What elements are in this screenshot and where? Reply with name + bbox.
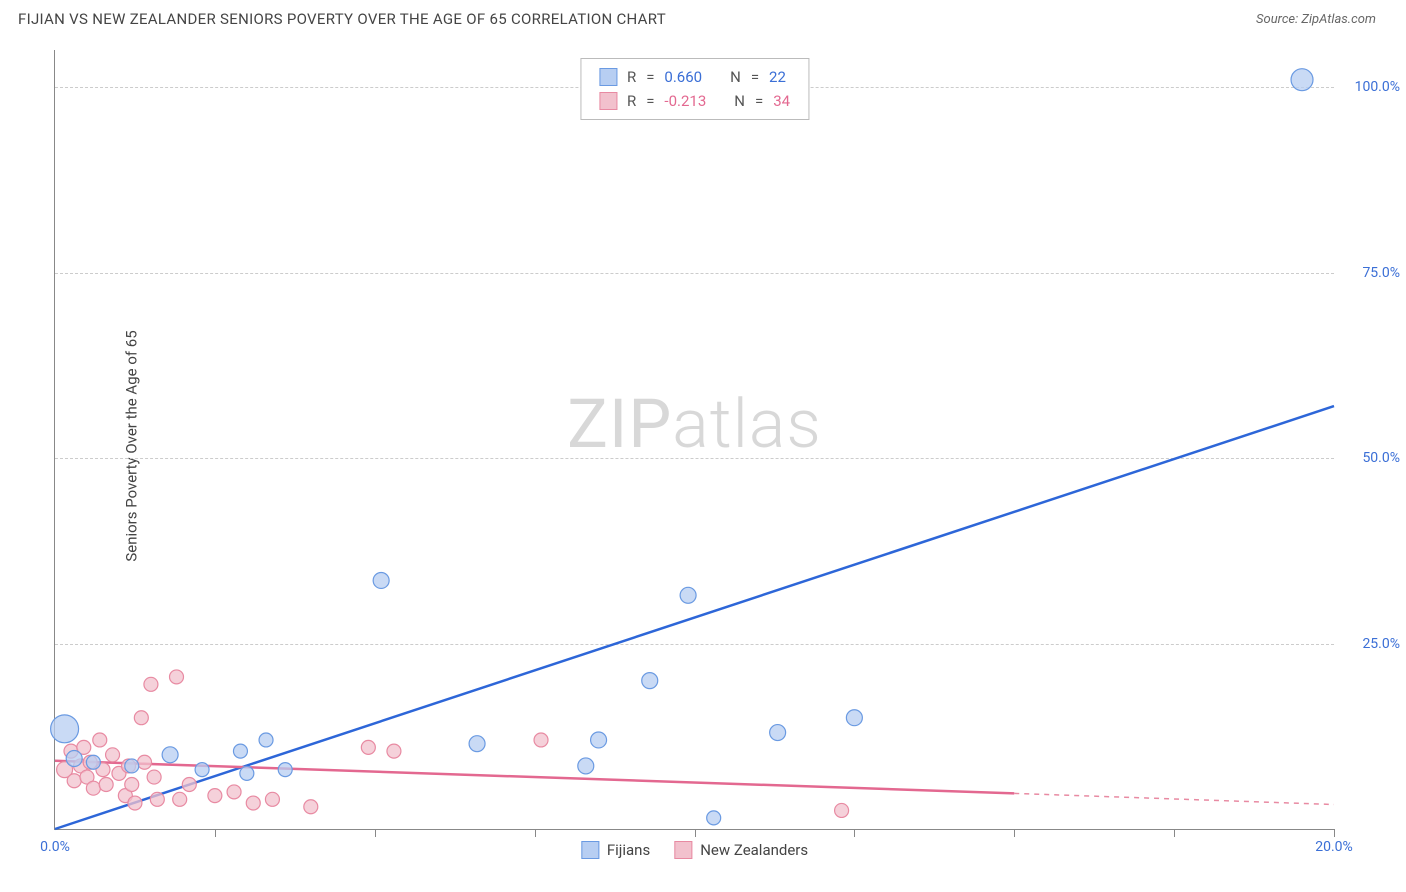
- legend-item-nz: New Zealanders: [674, 841, 808, 859]
- data-point-nz: [173, 792, 187, 806]
- data-point-fijians: [259, 733, 273, 747]
- data-point-nz: [125, 777, 139, 791]
- swatch-fijians: [599, 68, 617, 86]
- correlation-stats-box: R = 0.660 N = 22 R = -0.213 N = 34: [580, 58, 809, 120]
- data-point-fijians: [846, 710, 862, 726]
- data-point-nz: [835, 803, 849, 817]
- data-point-nz: [106, 748, 120, 762]
- data-point-fijians: [469, 736, 485, 752]
- x-tick: [1174, 829, 1175, 837]
- data-point-nz: [208, 789, 222, 803]
- swatch-nz: [599, 92, 617, 110]
- legend: Fijians New Zealanders: [581, 841, 808, 859]
- stat-eq: =: [646, 65, 654, 89]
- stat-eq4: =: [755, 89, 763, 113]
- data-point-nz: [361, 740, 375, 754]
- data-point-nz: [138, 755, 152, 769]
- data-point-nz: [265, 792, 279, 806]
- scatter-plot-svg: [55, 50, 1334, 829]
- data-point-nz: [246, 796, 260, 810]
- data-point-fijians: [51, 715, 79, 743]
- stats-row-fijians: R = 0.660 N = 22: [599, 65, 790, 89]
- stat-N-label2: N: [734, 89, 745, 113]
- data-point-nz: [147, 770, 161, 784]
- x-tick: [695, 829, 696, 837]
- x-tick-label-origin: 0.0%: [40, 839, 70, 855]
- data-point-nz: [150, 792, 164, 806]
- legend-label-fijians: Fijians: [607, 841, 650, 859]
- x-tick: [535, 829, 536, 837]
- y-tick-label: 75.0%: [1362, 265, 1400, 281]
- data-point-fijians: [233, 744, 247, 758]
- y-tick-label: 100.0%: [1355, 79, 1400, 95]
- data-point-nz: [86, 781, 100, 795]
- data-point-nz: [144, 677, 158, 691]
- data-point-nz: [128, 796, 142, 810]
- data-point-nz: [182, 777, 196, 791]
- data-point-fijians: [642, 673, 658, 689]
- stat-eq2: =: [751, 65, 759, 89]
- data-point-fijians: [707, 811, 721, 825]
- legend-swatch-nz: [674, 841, 692, 859]
- data-point-fijians: [680, 587, 696, 603]
- chart-plot-area: ZIPatlas 25.0%50.0%75.0%100.0% 0.0% 20.0…: [54, 50, 1334, 830]
- x-tick: [1334, 829, 1335, 837]
- y-tick-label: 50.0%: [1362, 450, 1400, 466]
- trendline-nz-ext: [1014, 793, 1334, 804]
- x-tick: [215, 829, 216, 837]
- data-point-nz: [99, 777, 113, 791]
- data-point-nz: [67, 774, 81, 788]
- data-point-nz: [387, 744, 401, 758]
- stat-N-label: N: [730, 65, 741, 89]
- data-point-nz: [227, 785, 241, 799]
- data-point-nz: [93, 733, 107, 747]
- legend-item-fijians: Fijians: [581, 841, 650, 859]
- stat-R-value-fijians: 0.660: [664, 65, 702, 89]
- y-tick-label: 25.0%: [1362, 636, 1400, 652]
- data-point-fijians: [1291, 69, 1313, 91]
- source-attribution: Source: ZipAtlas.com: [1256, 12, 1376, 27]
- data-point-fijians: [162, 747, 178, 763]
- legend-swatch-fijians: [581, 841, 599, 859]
- stat-R-label: R: [627, 65, 636, 89]
- stats-row-nz: R = -0.213 N = 34: [599, 89, 790, 113]
- data-point-fijians: [373, 572, 389, 588]
- data-point-fijians: [591, 732, 607, 748]
- data-point-fijians: [195, 763, 209, 777]
- data-point-fijians: [578, 758, 594, 774]
- stat-eq3: =: [646, 89, 654, 113]
- data-point-fijians: [240, 766, 254, 780]
- trendline-fijians: [55, 406, 1334, 829]
- data-point-fijians: [86, 755, 100, 769]
- data-point-nz: [134, 711, 148, 725]
- stat-N-value-fijians: 22: [769, 65, 786, 89]
- stat-R-value-nz: -0.213: [664, 89, 706, 113]
- data-point-nz: [170, 670, 184, 684]
- x-tick-label-end: 20.0%: [1315, 839, 1353, 855]
- stat-N-value-nz: 34: [773, 89, 790, 113]
- stat-R-label2: R: [627, 89, 636, 113]
- data-point-nz: [304, 800, 318, 814]
- x-tick: [375, 829, 376, 837]
- chart-title: FIJIAN VS NEW ZEALANDER SENIORS POVERTY …: [18, 10, 666, 28]
- legend-label-nz: New Zealanders: [700, 841, 808, 859]
- data-point-fijians: [278, 763, 292, 777]
- data-point-nz: [534, 733, 548, 747]
- data-point-fijians: [125, 759, 139, 773]
- x-tick: [854, 829, 855, 837]
- data-point-fijians: [770, 725, 786, 741]
- x-tick: [1014, 829, 1015, 837]
- title-bar: FIJIAN VS NEW ZEALANDER SENIORS POVERTY …: [0, 0, 1406, 36]
- data-point-fijians: [66, 751, 82, 767]
